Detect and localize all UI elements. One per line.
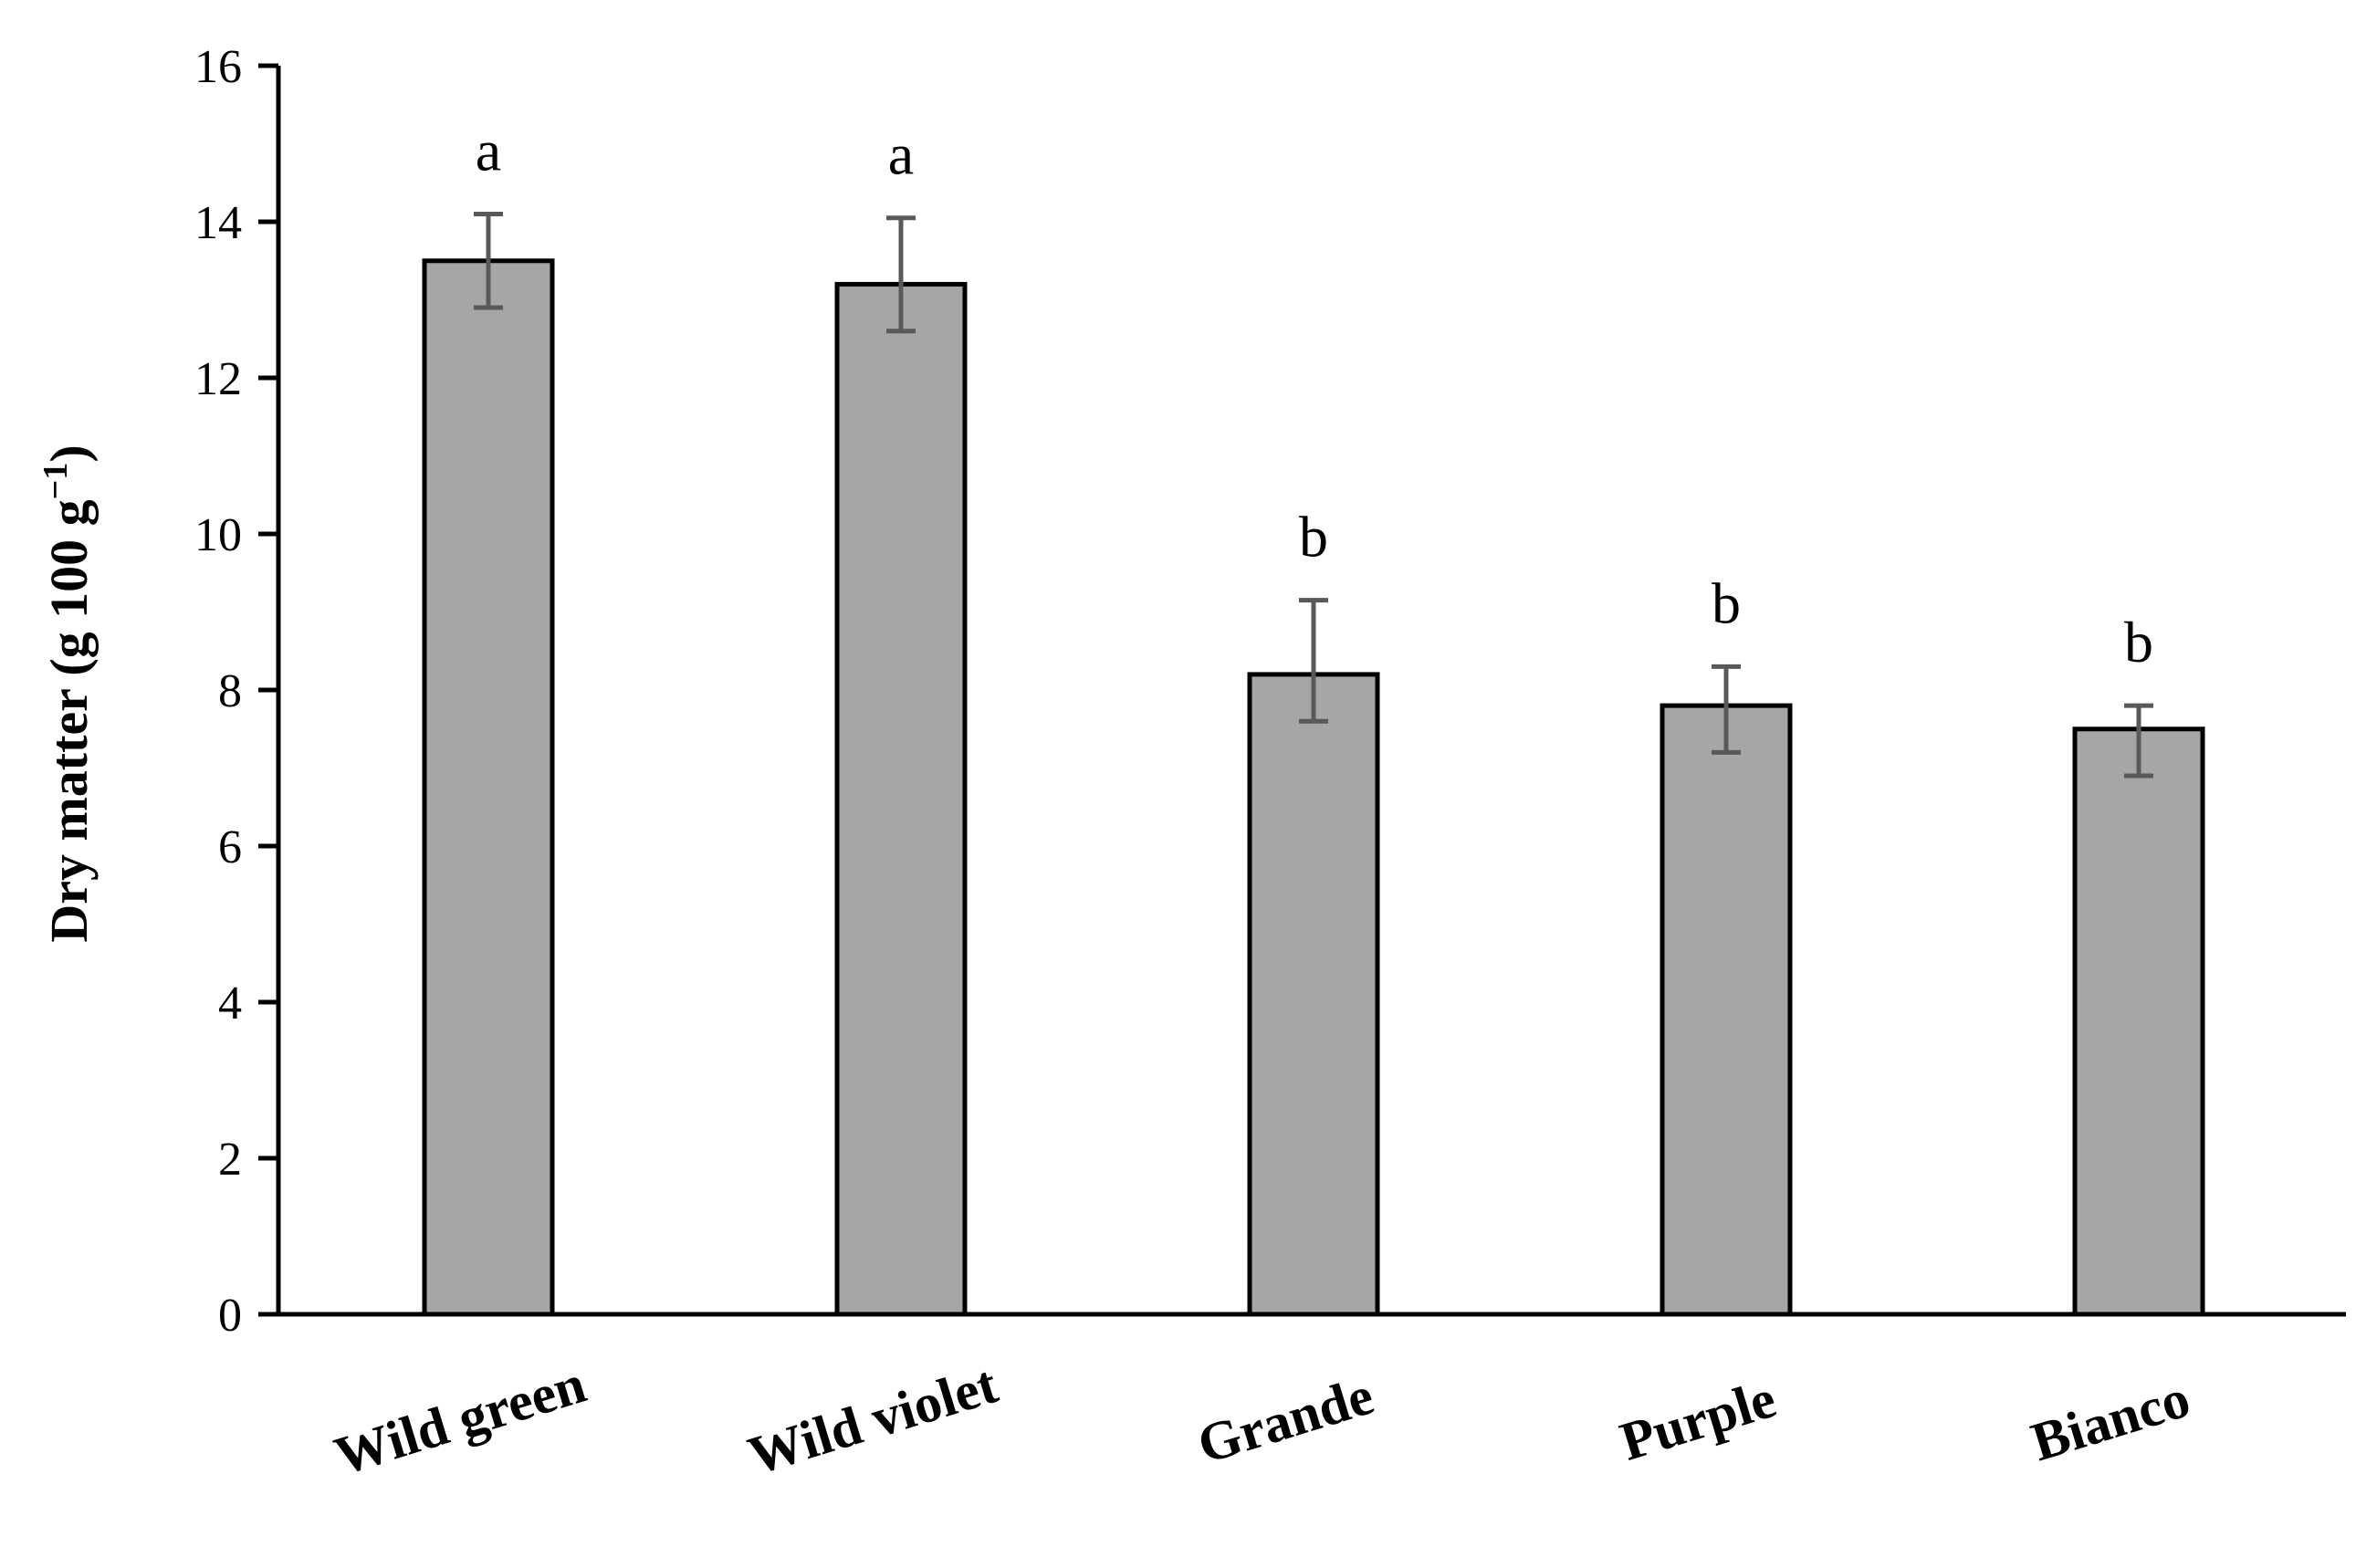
y-axis-title-superscript: −1 <box>37 463 75 500</box>
y-tick-label-2: 2 <box>218 1134 242 1186</box>
x-tick-label-bianco: Bianco <box>2025 1367 2196 1472</box>
significance-letter-bianco: b <box>2124 610 2153 674</box>
y-tick-label-4: 4 <box>218 977 242 1030</box>
bar-wild-green <box>422 258 555 1317</box>
bar-grande <box>1247 672 1380 1317</box>
x-tick-label-purple: Purple <box>1614 1368 1783 1472</box>
y-tick-label-12: 12 <box>194 353 242 405</box>
y-axis-title-prefix: Dry matter (g 100 g <box>39 499 99 942</box>
error-bars-layer <box>474 211 2153 779</box>
y-tick-labels-layer: 0 2 4 6 8 10 12 14 16 <box>194 41 242 1342</box>
significance-letter-wild-green: a <box>476 118 501 183</box>
significance-letter-wild-violet: a <box>888 122 914 187</box>
error-bar-purple <box>1712 664 1741 755</box>
y-axis-title: Dry matter (g 100 g−1) <box>37 444 99 942</box>
x-tick-label-wild-green: Wild green <box>328 1354 592 1487</box>
y-tick-label-16: 16 <box>194 41 242 93</box>
significance-letters-layer: a a b b b <box>476 118 2153 674</box>
significance-letter-purple: b <box>1712 570 1741 635</box>
error-bar-grande <box>1299 598 1328 724</box>
y-tick-label-10: 10 <box>194 509 242 561</box>
x-tick-label-wild-violet: Wild violet <box>741 1354 1004 1486</box>
y-tick-label-6: 6 <box>218 821 242 873</box>
bar-wild-violet <box>834 281 968 1317</box>
error-bar-bianco <box>2124 703 2153 779</box>
error-bar-wild-green <box>474 211 503 310</box>
y-tick-label-8: 8 <box>218 665 242 717</box>
x-category-labels-layer: Wild green Wild violet Grande Purple Bianco <box>328 1354 2196 1487</box>
axes-layer <box>258 63 2346 1317</box>
bar-purple <box>1660 703 1793 1317</box>
significance-letter-grande: b <box>1299 505 1328 570</box>
bar-bianco <box>2072 727 2205 1317</box>
y-tick-label-0: 0 <box>218 1290 242 1342</box>
bars-layer <box>422 258 2205 1317</box>
y-axis-title-suffix: ) <box>39 444 99 462</box>
error-bar-wild-violet <box>886 215 916 334</box>
x-tick-label-grande: Grande <box>1190 1365 1379 1476</box>
y-tick-label-14: 14 <box>194 197 242 249</box>
